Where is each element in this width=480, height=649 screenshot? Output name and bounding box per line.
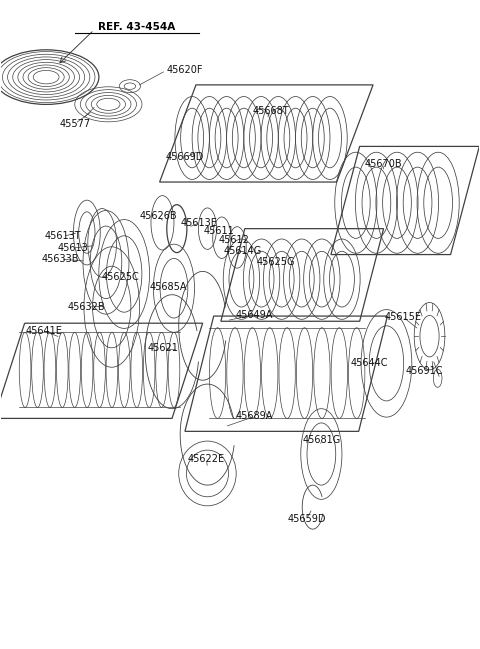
Text: 45621: 45621: [148, 343, 179, 354]
Text: REF. 43-454A: REF. 43-454A: [98, 21, 176, 32]
Text: 45612: 45612: [219, 236, 250, 245]
Text: 45625C: 45625C: [101, 272, 139, 282]
Text: 45681G: 45681G: [302, 435, 340, 445]
Text: 45632B: 45632B: [68, 302, 106, 312]
Text: 45633B: 45633B: [42, 254, 79, 264]
Text: 45622E: 45622E: [188, 454, 225, 464]
Text: 45641E: 45641E: [25, 326, 62, 336]
Text: 45611: 45611: [203, 227, 234, 236]
Text: 45613E: 45613E: [181, 218, 218, 228]
Text: 45659D: 45659D: [288, 514, 326, 524]
Text: 45625G: 45625G: [257, 258, 295, 267]
Text: 45669D: 45669D: [166, 153, 204, 162]
Text: 45626B: 45626B: [140, 212, 178, 221]
Text: 45691C: 45691C: [406, 366, 443, 376]
Text: 45670B: 45670B: [365, 159, 402, 169]
Text: 45644C: 45644C: [350, 358, 388, 369]
Text: 45689A: 45689A: [236, 411, 273, 421]
Text: 45615E: 45615E: [384, 312, 421, 322]
Text: 45613T: 45613T: [45, 232, 81, 241]
Text: 45577: 45577: [60, 119, 90, 129]
Text: 45614G: 45614G: [223, 246, 262, 256]
Text: 45620F: 45620F: [167, 65, 203, 75]
Text: 45613: 45613: [57, 243, 88, 253]
Text: 45668T: 45668T: [253, 106, 289, 116]
Text: 45649A: 45649A: [236, 310, 273, 320]
Text: 45685A: 45685A: [149, 282, 187, 292]
